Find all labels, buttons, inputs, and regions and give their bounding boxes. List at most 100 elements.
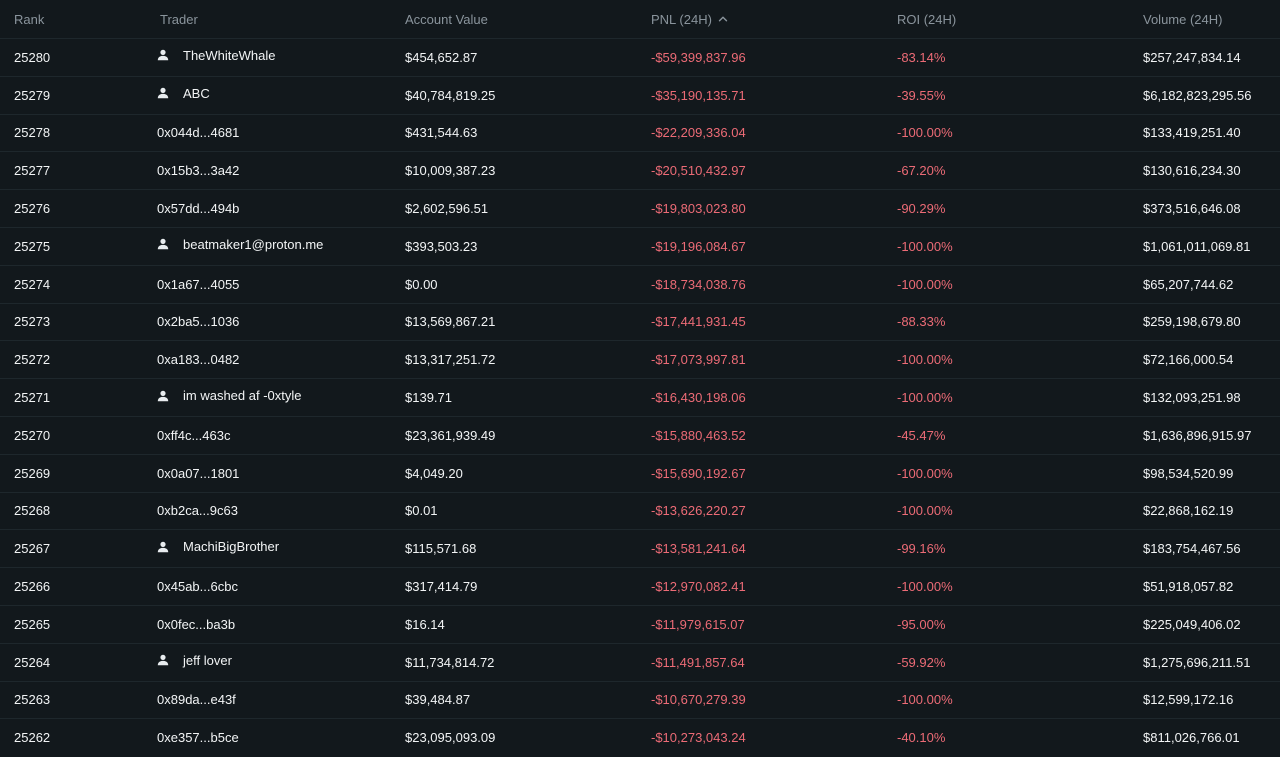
table-row[interactable]: 25264 jeff lover $11,734,814.72 -$11,491,85…	[0, 642, 1280, 681]
rank-cell-text: 25264	[14, 654, 51, 670]
table-row[interactable]: 25268 0xb2ca...9c63 $0.01 -$13,626,220.27 -1…	[0, 491, 1280, 530]
pnl-cell-text: -$17,073,997.81	[651, 352, 746, 368]
trader-cell[interactable]: 0x89da...e43f	[157, 682, 236, 719]
roi-cell: -100.00%	[897, 341, 953, 378]
trader-name[interactable]: 0x45ab...6cbc	[157, 579, 238, 595]
trader-cell[interactable]: 0x15b3...3a42	[157, 152, 239, 189]
rank-cell-text: 25267	[14, 541, 51, 557]
rank-cell: 25271	[14, 379, 50, 416]
volume-cell: $98,534,520.99	[1143, 455, 1233, 492]
trader-cell[interactable]: 0xe357...b5ce	[157, 719, 239, 756]
trader-cell[interactable]: 0x45ab...6cbc	[157, 568, 238, 605]
user-icon	[157, 49, 169, 61]
pnl-cell: -$10,670,279.39	[651, 682, 746, 719]
column-header-rank-label: Rank	[14, 11, 45, 27]
trader-name[interactable]: 0xb2ca...9c63	[157, 503, 238, 519]
pnl-cell-text: -$19,196,084.67	[651, 238, 746, 254]
account-value-cell: $10,009,387.23	[405, 152, 495, 189]
table-row[interactable]: 25272 0xa183...0482 $13,317,251.72 -$17,073…	[0, 340, 1280, 378]
table-row[interactable]: 25263 0x89da...e43f $39,484.87 -$10,670,279…	[0, 680, 1280, 719]
trader-cell[interactable]: 0x0fec...ba3b	[157, 606, 235, 643]
trader-name[interactable]: MachiBigBrother	[183, 539, 280, 555]
volume-cell: $1,061,011,069.81	[1143, 228, 1250, 265]
pnl-cell-text: -$17,441,931.45	[651, 314, 746, 330]
rank-cell: 25280	[14, 39, 50, 76]
trader-cell[interactable]: 0x0a07...1801	[157, 455, 239, 492]
column-header-volume[interactable]: Volume (24H)	[1143, 0, 1222, 38]
trader-cell[interactable]: 0x57dd...494b	[157, 190, 239, 227]
table-row[interactable]: 25275 beatmaker1@proton.me $393,503.23 -$19…	[0, 226, 1280, 265]
trader-name[interactable]: im washed af -0xtyle	[183, 388, 302, 404]
account-value-cell: $16.14	[405, 606, 445, 643]
trader-name[interactable]: 0x15b3...3a42	[157, 163, 240, 179]
trader-name[interactable]: 0x0fec...ba3b	[157, 616, 236, 632]
table-row[interactable]: 25270 0xff4c...463c $23,361,939.49 -$15,880…	[0, 415, 1280, 454]
rank-cell-text: 25274	[14, 276, 51, 292]
trader-cell[interactable]: 0xff4c...463c	[157, 417, 230, 454]
column-header-roi-label: ROI (24H)	[897, 11, 957, 27]
rank-cell: 25263	[14, 682, 50, 719]
table-row[interactable]: 25265 0x0fec...ba3b $16.14 -$11,979,615.07 -…	[0, 604, 1280, 643]
rank-cell: 25277	[14, 152, 50, 189]
table-row[interactable]: 25266 0x45ab...6cbc $317,414.79 -$12,970,08…	[0, 567, 1280, 605]
trader-cell[interactable]: MachiBigBrother	[157, 530, 279, 567]
trader-name[interactable]: 0x57dd...494b	[157, 201, 240, 217]
table-row[interactable]: 25262 0xe357...b5ce $23,095,093.09 -$10,273…	[0, 718, 1280, 756]
pnl-cell: -$19,196,084.67	[651, 228, 746, 265]
volume-cell: $132,093,251.98	[1143, 379, 1241, 416]
trader-cell[interactable]: 0x044d...4681	[157, 115, 239, 152]
trader-cell[interactable]: TheWhiteWhale	[157, 39, 275, 76]
column-header-account-value[interactable]: Account Value	[405, 0, 488, 38]
roi-cell: -100.00%	[897, 682, 953, 719]
roi-cell: -45.47%	[897, 417, 945, 454]
table-row[interactable]: 25271 im washed af -0xtyle $139.71 -$16,430…	[0, 378, 1280, 416]
trader-name[interactable]: TheWhiteWhale	[183, 47, 276, 63]
trader-cell[interactable]: 0x1a67...4055	[157, 266, 239, 303]
volume-cell: $1,275,696,211.51	[1143, 644, 1250, 681]
trader-name[interactable]: 0xff4c...463c	[157, 427, 231, 443]
trader-name[interactable]: 0x044d...4681	[157, 125, 240, 141]
trader-cell[interactable]: ABC	[157, 77, 210, 114]
table-row[interactable]: 25277 0x15b3...3a42 $10,009,387.23 -$20,510…	[0, 151, 1280, 189]
trader-cell[interactable]: jeff lover	[157, 644, 232, 681]
account-value-cell: $11,734,814.72	[405, 644, 494, 681]
table-row[interactable]: 25276 0x57dd...494b $2,602,596.51 -$19,803,…	[0, 189, 1280, 227]
roi-cell: -67.20%	[897, 152, 945, 189]
table-row[interactable]: 25267 MachiBigBrother $115,571.68 -$13,581,…	[0, 529, 1280, 567]
column-header-pnl[interactable]: PNL (24H)	[651, 0, 728, 38]
trader-name[interactable]: 0xa183...0482	[157, 352, 240, 368]
trader-cell[interactable]: 0xa183...0482	[157, 341, 239, 378]
table-row[interactable]: 25274 0x1a67...4055 $0.00 -$18,734,038.76 -1…	[0, 264, 1280, 303]
table-row[interactable]: 25269 0x0a07...1801 $4,049.20 -$15,690,192.…	[0, 453, 1280, 492]
column-header-roi[interactable]: ROI (24H)	[897, 0, 956, 38]
roi-cell-text: -100.00%	[897, 503, 953, 519]
trader-name[interactable]: 0xe357...b5ce	[157, 730, 239, 746]
trader-name[interactable]: 0x0a07...1801	[157, 465, 240, 481]
trader-name[interactable]: jeff lover	[183, 652, 232, 668]
trader-name[interactable]: beatmaker1@proton.me	[183, 236, 324, 252]
rank-cell-text: 25269	[14, 465, 51, 481]
table-row[interactable]: 25273 0x2ba5...1036 $13,569,867.21 -$17,441…	[0, 302, 1280, 341]
trader-cell[interactable]: 0xb2ca...9c63	[157, 493, 238, 530]
column-header-account-value-label: Account Value	[405, 11, 488, 27]
volume-cell-text: $225,049,406.02	[1143, 616, 1241, 632]
rank-cell: 25279	[14, 77, 50, 114]
column-header-trader[interactable]: Trader	[160, 0, 198, 38]
trader-name[interactable]: ABC	[183, 85, 210, 101]
rank-cell: 25272	[14, 341, 50, 378]
column-header-rank[interactable]: Rank	[14, 0, 44, 38]
table-row[interactable]: 25278 0x044d...4681 $431,544.63 -$22,209,33…	[0, 113, 1280, 152]
account-value-cell: $23,095,093.09	[405, 719, 495, 756]
table-row[interactable]: 25279 ABC $40,784,819.25 -$35,190,135.71 -39…	[0, 75, 1280, 114]
trader-cell[interactable]: beatmaker1@proton.me	[157, 228, 323, 265]
rank-cell: 25276	[14, 190, 50, 227]
trader-name[interactable]: 0x1a67...4055	[157, 276, 240, 292]
trader-name[interactable]: 0x2ba5...1036	[157, 314, 240, 330]
account-value-cell-text: $2,602,596.51	[405, 201, 489, 217]
roi-cell-text: -99.16%	[897, 541, 946, 557]
trader-cell[interactable]: 0x2ba5...1036	[157, 304, 239, 341]
trader-cell[interactable]: im washed af -0xtyle	[157, 379, 302, 416]
trader-name[interactable]: 0x89da...e43f	[157, 692, 236, 708]
table-row[interactable]: 25280 TheWhiteWhale $454,652.87 -$59,399,83…	[0, 38, 1280, 76]
column-header-trader-label: Trader	[160, 11, 198, 27]
